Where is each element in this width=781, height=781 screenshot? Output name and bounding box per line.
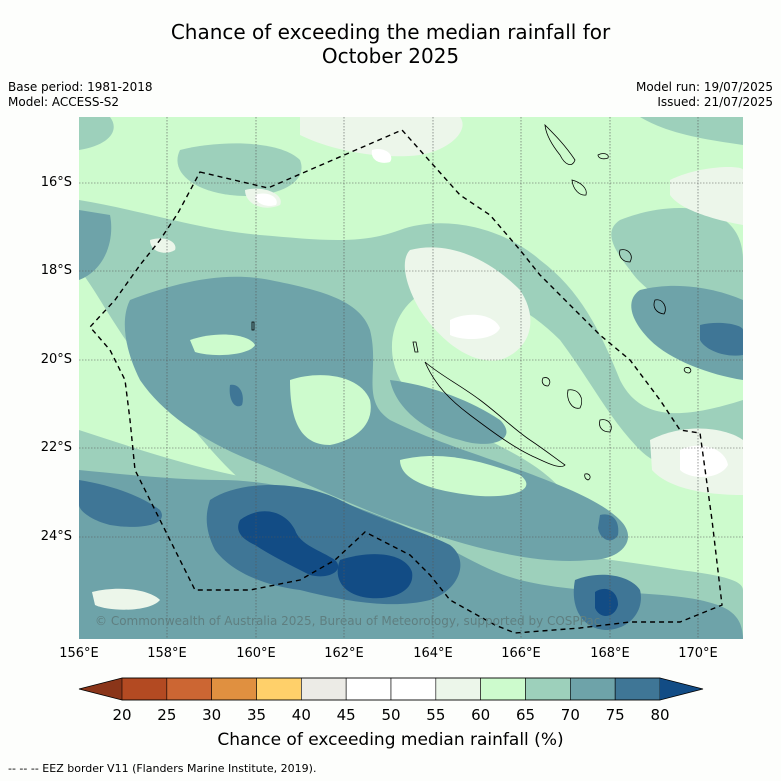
colorbar-cell	[345, 677, 392, 701]
lat-label-18s: 18°S	[40, 263, 72, 278]
band-75-80-e	[700, 322, 743, 356]
colorbar-cell	[211, 677, 257, 701]
colorbar-tick-label: 55	[426, 706, 446, 724]
colorbar-cell	[614, 677, 661, 701]
band-55-60-n	[300, 117, 463, 157]
lon-label-164e: 164°E	[413, 646, 453, 661]
band-above-80-b	[337, 554, 413, 599]
colorbar	[78, 677, 704, 701]
loyalty-island-2	[599, 419, 612, 433]
colorbar-high-extend	[660, 678, 703, 700]
band-70-75-far-w	[79, 210, 112, 280]
small-island-c	[412, 341, 419, 353]
band-50-55-n	[371, 149, 392, 163]
band-65-70-nw	[79, 117, 114, 150]
colorbar-tick-label: 45	[336, 706, 356, 724]
band-60-65-island-1	[190, 334, 255, 356]
colorbar-title: Chance of exceeding median rainfall (%)	[217, 730, 564, 750]
lon-label-170e: 170°E	[678, 646, 718, 661]
issued-date: Issued: 21/07/2025	[657, 95, 773, 109]
colorbar-cell	[301, 677, 347, 701]
colorbar-tick-label: 80	[650, 706, 670, 724]
vanuatu-island-3	[597, 153, 609, 160]
colorbar-tick-label: 35	[246, 706, 267, 724]
colorbar-cells	[121, 677, 661, 701]
base-period: Base period: 1981-2018	[8, 80, 153, 94]
colorbar-outline	[78, 677, 704, 701]
eez-legend-footer: -- -- -- EEZ border V11 (Flanders Marine…	[8, 762, 317, 775]
band-70-75-c	[390, 380, 507, 444]
band-75-80-small	[229, 384, 243, 407]
band-75-80-w	[79, 480, 162, 527]
band-above-80-a	[238, 511, 339, 577]
band-55-60-sw	[92, 588, 160, 610]
colorbar-tick-label: 65	[515, 706, 536, 724]
colorbar-cell	[435, 677, 481, 701]
coastlines	[251, 123, 692, 481]
model-run: Model run: 19/07/2025	[635, 80, 773, 94]
band-50-55-nw	[255, 193, 277, 206]
colorbar-cell	[121, 677, 168, 701]
lat-label-22s: 22°S	[40, 440, 72, 455]
new-caledonia-island	[424, 361, 566, 467]
colorbar-tick-label: 60	[471, 706, 491, 724]
vanuatu-island-2	[571, 179, 587, 196]
small-island-e	[683, 367, 692, 374]
colorbar-cell	[166, 677, 212, 701]
title-line-2: October 2025	[321, 44, 460, 68]
colorbar-cell	[570, 677, 616, 701]
band-65-70-ne	[640, 117, 743, 145]
colorbar-cell	[256, 677, 302, 701]
lon-label-158e: 158°E	[147, 646, 187, 661]
colorbar-tick-label: 40	[291, 706, 311, 724]
lon-label-168e: 168°E	[590, 646, 630, 661]
band-60-65-island-3	[400, 455, 527, 497]
map-title: Chance of exceeding the median rainfall …	[0, 20, 781, 68]
band-60-65-island-2	[290, 375, 371, 445]
colorbar-tick-label: 20	[112, 706, 132, 724]
eez-border	[89, 129, 723, 634]
lon-label-162e: 162°E	[324, 646, 364, 661]
title-line-1: Chance of exceeding the median rainfall …	[170, 20, 611, 44]
band-75-80-c	[598, 514, 619, 541]
colorbar-low-extend	[79, 678, 122, 700]
band-55-60-w	[150, 238, 176, 253]
colorbar-tick-label: 30	[202, 706, 222, 724]
band-70-75-e	[631, 285, 743, 380]
colorbar-tick-label: 25	[157, 706, 177, 724]
colorbar-tick-label: 50	[381, 706, 401, 724]
band-above-80-c	[595, 588, 618, 616]
small-island-s	[584, 473, 591, 481]
copyright-notice: © Commonwealth of Australia 2025, Bureau…	[95, 614, 601, 628]
lon-label-156e: 156°E	[59, 646, 99, 661]
band-50-55-c	[450, 314, 500, 340]
lon-label-160e: 160°E	[236, 646, 276, 661]
lat-label-24s: 24°S	[40, 529, 72, 544]
colorbar-cell	[525, 677, 571, 701]
small-island-w	[251, 321, 255, 331]
contour-field	[79, 117, 743, 639]
loyalty-island-1	[567, 389, 583, 409]
band-55-60-c	[404, 247, 531, 361]
lon-label-166e: 166°E	[501, 646, 541, 661]
lat-label-16s: 16°S	[40, 175, 72, 190]
meta-left: Base period: 1981-2018 Model: ACCESS-S2	[8, 80, 153, 110]
lat-label-20s: 20°S	[40, 352, 72, 367]
colorbar-cell	[480, 677, 526, 701]
loyalty-like-island	[653, 299, 666, 315]
vanuatu-island-4	[619, 249, 632, 263]
band-55-60-ne	[670, 167, 743, 225]
colorbar-tick-label: 70	[560, 706, 580, 724]
colorbar-cell	[390, 677, 437, 701]
meta-right: Model run: 19/07/2025 Issued: 21/07/2025	[636, 80, 773, 110]
loyalty-island-3	[541, 377, 551, 387]
graticule	[79, 117, 743, 639]
colorbar-tick-label: 75	[605, 706, 625, 724]
vanuatu-island-1	[544, 123, 576, 165]
model-name: Model: ACCESS-S2	[8, 95, 120, 109]
